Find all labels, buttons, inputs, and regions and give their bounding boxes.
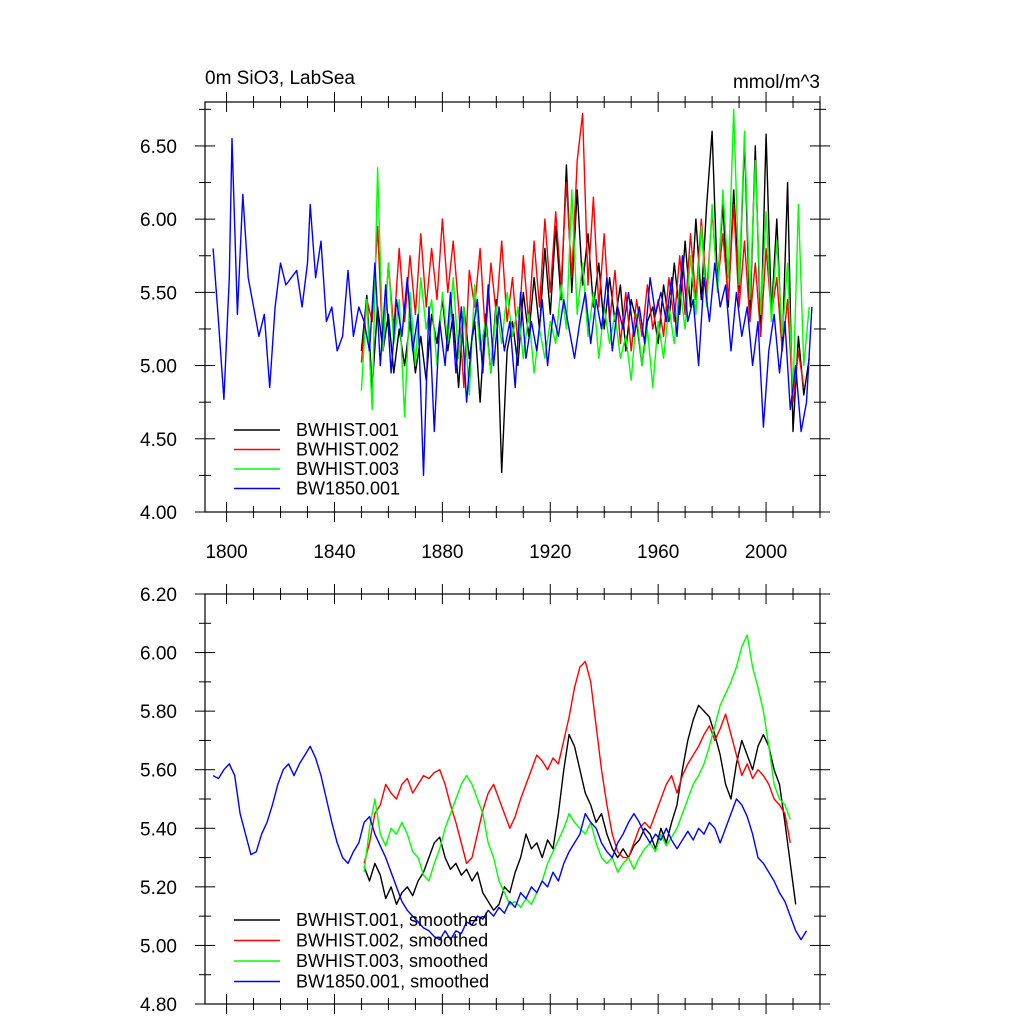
top-y-tick-label: 5.00 <box>140 357 177 378</box>
top-series-line-2 <box>360 113 805 403</box>
bottom-y-tick-label: 5.60 <box>140 761 177 782</box>
top-legend-label: BWHIST.002 <box>296 440 399 460</box>
top-chart: 0m SiO3, LabSea mmol/m^3 1800 1840 1880 192… <box>140 68 830 563</box>
top-chart-axes: 1800 1840 1880 1920 1960 2000 4.00 4.50 5.00 5.50… <box>140 92 830 563</box>
bottom-legend-label: BWHIST.003, smoothed <box>296 951 488 971</box>
bottom-chart: 4.80 5.00 5.20 5.40 5.60 5.80 6.00 6.20 BWHIST.… <box>140 584 830 1016</box>
top-series-line-3 <box>360 108 810 418</box>
top-y-tick-label: 6.50 <box>140 137 177 158</box>
bottom-y-tick-label: 5.80 <box>140 702 177 723</box>
bottom-chart-series <box>212 634 808 941</box>
top-series-line-1 <box>360 130 810 474</box>
bottom-series-line-4 <box>212 745 808 941</box>
bottom-chart-axes: 4.80 5.00 5.20 5.40 5.60 5.80 6.00 6.20 <box>140 584 830 1016</box>
top-y-tick-label: 4.00 <box>140 503 177 524</box>
bottom-y-tick-label: 5.20 <box>140 878 177 899</box>
top-legend-label: BWHIST.003 <box>296 459 399 479</box>
top-chart-units: mmol/m^3 <box>733 72 820 93</box>
bottom-legend-label: BWHIST.001, smoothed <box>296 910 488 930</box>
bottom-legend-label: BWHIST.002, smoothed <box>296 931 488 951</box>
top-chart-series <box>212 108 813 477</box>
top-x-tick-label: 2000 <box>745 542 787 563</box>
bottom-series-line-3 <box>363 634 791 909</box>
top-x-tick-label: 1920 <box>529 542 571 563</box>
bottom-y-tick-label: 6.20 <box>140 585 177 606</box>
bottom-y-tick-label: 5.40 <box>140 819 177 840</box>
top-x-tick-label: 1960 <box>637 542 679 563</box>
top-series-line-4 <box>212 137 813 477</box>
top-x-tick-label: 1800 <box>205 542 247 563</box>
bottom-series-line-2 <box>363 660 791 865</box>
top-legend-label: BWHIST.001 <box>296 420 399 440</box>
top-y-tick-label: 6.00 <box>140 210 177 231</box>
bottom-series-line-1 <box>363 704 797 911</box>
bottom-legend-label: BW1850.001, smoothed <box>296 972 489 992</box>
top-chart-title: 0m SiO3, LabSea <box>205 68 355 89</box>
bottom-y-tick-label: 6.00 <box>140 644 177 665</box>
top-plot-frame <box>204 101 821 513</box>
top-legend-label: BW1850.001 <box>296 479 400 499</box>
bottom-y-tick-label: 4.80 <box>140 995 177 1016</box>
top-x-tick-label: 1880 <box>421 542 463 563</box>
top-y-tick-label: 5.50 <box>140 283 177 304</box>
bottom-y-tick-label: 5.00 <box>140 936 177 957</box>
top-x-tick-label: 1840 <box>313 542 355 563</box>
top-y-tick-label: 4.50 <box>140 430 177 451</box>
